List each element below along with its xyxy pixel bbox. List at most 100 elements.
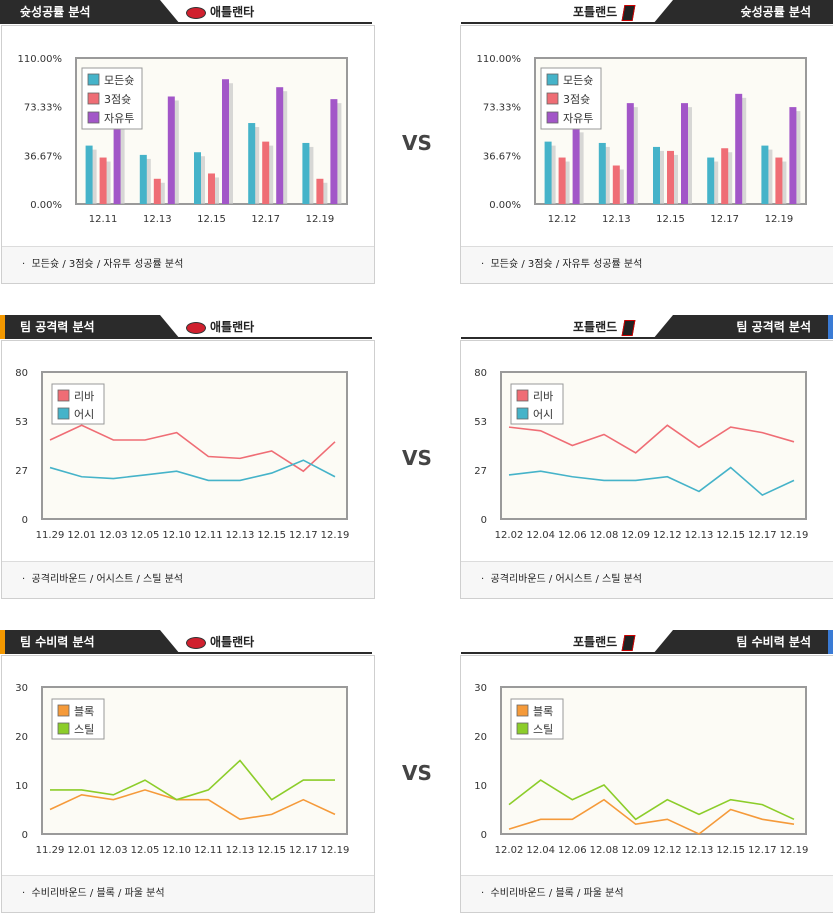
- section-title-right: 슛성공률 분석: [740, 5, 811, 19]
- bar-모든슛: [761, 145, 769, 204]
- x-tick-label: 11.29: [36, 530, 65, 541]
- y-tick-label: 110.00%: [477, 54, 522, 65]
- y-tick-label: 27: [474, 466, 487, 477]
- bar-shadow: [89, 149, 97, 204]
- bar-shadow: [306, 146, 314, 204]
- x-tick-label: 12.05: [131, 530, 160, 541]
- x-tick-label: 12.17: [251, 214, 280, 225]
- legend-label: 3점슛: [563, 93, 590, 106]
- y-tick-label: 20: [15, 732, 28, 743]
- bar-shadow: [226, 83, 233, 204]
- x-tick-label: 12.15: [716, 845, 745, 856]
- series-line-스틸: [50, 759, 335, 801]
- y-tick-label: 80: [474, 368, 487, 379]
- chart-footer: · 수비리바운드 / 블록 / 파울 분석: [2, 875, 374, 912]
- chart-footer: · 공격리바운드 / 어시스트 / 스틸 분석: [461, 561, 833, 598]
- y-tick-label: 0: [22, 830, 28, 841]
- x-tick-label: 12.11: [194, 845, 223, 856]
- y-tick-label: 36.67%: [24, 151, 62, 162]
- legend-label: 모든슛: [563, 74, 593, 87]
- section-accent: [0, 630, 5, 654]
- bar-shadow: [765, 149, 773, 204]
- bar-모든슛: [653, 146, 660, 204]
- bar-자유투: [222, 79, 229, 204]
- chart-footer: · 공격리바운드 / 어시스트 / 스틸 분석: [2, 561, 374, 598]
- bar-모든슛: [302, 142, 310, 204]
- x-tick-label: 12.09: [621, 530, 650, 541]
- x-tick-label: 12.06: [558, 845, 587, 856]
- bar-모든슛: [248, 123, 256, 204]
- bar-shadow: [793, 111, 801, 204]
- bar-3점슛: [667, 150, 674, 204]
- section-title: 팀 수비력 분석: [20, 635, 95, 649]
- bar-자유투: [789, 107, 797, 204]
- bar-shadow: [630, 107, 638, 204]
- team-name-left: 애틀랜타: [186, 630, 254, 654]
- team-name-left: 애틀랜타: [186, 315, 254, 339]
- x-tick-label: 12.11: [89, 214, 118, 225]
- y-tick-label: 30: [474, 683, 487, 694]
- x-tick-label: 12.13: [685, 845, 714, 856]
- x-tick-label: 12.15: [257, 845, 286, 856]
- team-name-right: 포틀랜드: [573, 0, 636, 24]
- legend-swatch: [57, 389, 70, 402]
- legend-label: 블록: [74, 705, 94, 718]
- bar-3점슛: [208, 173, 215, 204]
- blazers-logo-icon: [621, 4, 636, 21]
- team-name-right: 포틀랜드: [573, 630, 636, 654]
- legend-swatch: [516, 722, 529, 735]
- x-tick-label: 12.13: [143, 214, 172, 225]
- x-tick-label: 12.01: [67, 845, 96, 856]
- bar-자유투: [330, 99, 338, 204]
- section-title-right: 팀 수비력 분석: [736, 635, 811, 649]
- bar-shadow: [779, 161, 787, 204]
- legend-label: 어시: [74, 408, 94, 421]
- bar-chart-atl-shooting: 0.00% 36.67% 73.33% 110.00% 12.11 12.13 12.15 1…: [18, 54, 348, 225]
- x-tick-label: 12.12: [653, 530, 682, 541]
- hawks-logo-icon: [186, 321, 206, 334]
- y-tick-label: 73.33%: [24, 103, 62, 114]
- legend-swatch: [546, 73, 559, 86]
- bar-모든슛: [194, 152, 201, 204]
- y-tick-label: 73.33%: [483, 103, 521, 114]
- bar-shadow: [252, 127, 260, 204]
- x-tick-label: 12.19: [780, 530, 809, 541]
- chart-panel-atl-offense: 0 27 53 80 11.29 12.01 12.03 12.05 12.10 12.11 12.…: [1, 340, 375, 599]
- x-tick-label: 12.15: [716, 530, 745, 541]
- series-line-어시: [49, 459, 336, 482]
- bar-shadow: [739, 97, 747, 204]
- legend-label: 리바: [533, 390, 553, 403]
- bar-shadow: [320, 182, 328, 204]
- section-accent: [0, 0, 5, 24]
- section-title: 슛성공률 분석: [20, 5, 91, 19]
- bar-자유투: [572, 128, 580, 204]
- bar-모든슛: [707, 157, 715, 204]
- bar-모든슛: [139, 154, 147, 204]
- section-accent: [0, 315, 5, 339]
- x-tick-label: 12.04: [526, 530, 555, 541]
- chart-panel-por-defense: 0 10 20 30 12.02 12.04 12.06 12.08 12.09 12.12 12.…: [460, 655, 833, 913]
- x-tick-label: 12.13: [226, 845, 255, 856]
- legend-label: 블록: [533, 705, 553, 718]
- bar-shadow: [143, 158, 151, 204]
- section-header-right: 슛성공률 분석 포틀랜드: [461, 0, 833, 24]
- series-line-블록: [49, 789, 336, 821]
- y-tick-label: 53: [15, 417, 28, 428]
- x-tick-label: 12.13: [685, 530, 714, 541]
- blazers-logo-icon: [621, 634, 636, 651]
- bar-자유투: [167, 96, 175, 204]
- legend-swatch: [546, 92, 559, 105]
- x-tick-label: 12.13: [602, 214, 631, 225]
- legend-label: 모든슛: [104, 74, 134, 87]
- section-title: 팀 공격력 분석: [20, 320, 95, 334]
- x-tick-label: 12.19: [306, 214, 335, 225]
- bar-3점슛: [99, 157, 107, 204]
- bar-모든슛: [544, 141, 552, 204]
- team-name-right: 포틀랜드: [573, 315, 636, 339]
- y-tick-label: 10: [474, 781, 487, 792]
- x-tick-label: 12.10: [162, 845, 191, 856]
- legend-label: 스틸: [533, 723, 553, 736]
- legend-swatch: [516, 389, 529, 402]
- y-tick-label: 27: [15, 466, 28, 477]
